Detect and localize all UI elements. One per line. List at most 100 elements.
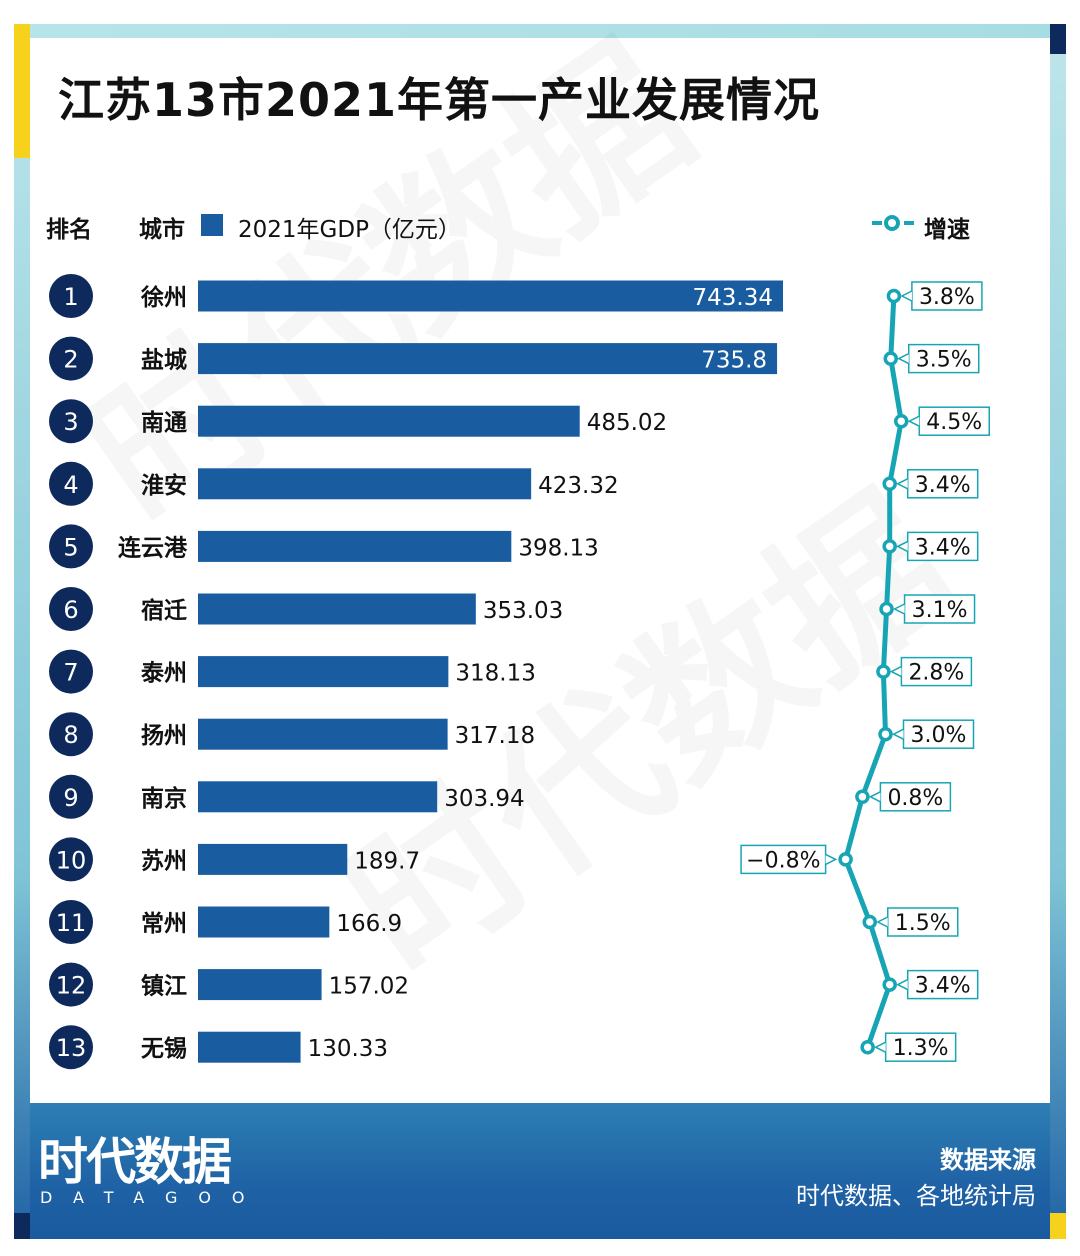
accent-bar (14, 1213, 30, 1239)
rank-badge (49, 399, 93, 444)
growth-value-label: −0.8% (746, 848, 820, 873)
city-column-header: 城市 (139, 217, 185, 243)
growth-point (879, 601, 894, 617)
gdp-value-label: 303.94 (444, 786, 524, 812)
growth-value-label: 2.8% (908, 661, 964, 686)
growth-point (876, 664, 891, 679)
growth-point (882, 476, 897, 492)
gdp-value-label: 423.32 (538, 473, 618, 499)
growth-label-box (918, 406, 990, 436)
rank-badge (49, 587, 93, 631)
growth-value-label: 1.5% (895, 911, 951, 936)
gdp-value-label: 189.7 (354, 848, 420, 874)
growth-value-label: 1.3% (893, 1036, 949, 1061)
gdp-value-label: 743.34 (693, 285, 773, 311)
frame-top (14, 24, 1066, 38)
rank-badge (49, 524, 93, 569)
growth-label-box (879, 782, 952, 812)
rank-badge (49, 336, 93, 381)
growth-label-box (900, 656, 973, 687)
gdp-value-label: 166.9 (336, 911, 402, 937)
gdp-bar (198, 1031, 301, 1063)
rank-number: 12 (56, 972, 87, 1000)
gdp-legend-swatch (201, 214, 223, 236)
gdp-bar (198, 280, 783, 312)
growth-label-pointer (892, 603, 905, 615)
gdp-value-label: 317.18 (455, 723, 535, 749)
city-label: 泰州 (140, 660, 187, 687)
growth-label-box (906, 969, 979, 1000)
rank-badge (49, 712, 93, 757)
rank-badge (49, 649, 93, 694)
gdp-bar (198, 530, 512, 562)
city-label: 南通 (141, 410, 187, 436)
source-text: 时代数据、各地统计局 (796, 1182, 1036, 1210)
page-title: 江苏13市2021年第一产业发展情况 (58, 73, 821, 127)
rank-number: 13 (56, 1034, 87, 1062)
gdp-bar (198, 656, 449, 688)
gdp-bar (198, 343, 778, 375)
growth-point (860, 1039, 875, 1055)
city-label: 连云港 (118, 534, 188, 561)
growth-point (878, 726, 893, 742)
brand-logo: 时代数据 (38, 1133, 232, 1191)
growth-label-pointer (896, 978, 909, 991)
gdp-bar (198, 906, 330, 938)
frame-left (14, 24, 30, 1239)
growth-value-label: 3.4% (915, 535, 971, 560)
rank-badge (49, 962, 93, 1007)
city-label: 镇江 (141, 973, 187, 1000)
growth-label-pointer (891, 728, 904, 740)
rank-number: 5 (63, 533, 78, 561)
growth-label-box (902, 719, 975, 749)
gdp-bar (198, 593, 476, 625)
growth-value-label: 3.8% (919, 285, 975, 310)
accent-bar (14, 24, 30, 158)
growth-point (855, 789, 870, 805)
rank-number: 9 (63, 784, 78, 812)
gdp-value-label: 130.33 (308, 1036, 388, 1062)
growth-legend-label: 增速 (924, 217, 970, 243)
accent-bar (1050, 1213, 1066, 1239)
gdp-bar (198, 969, 322, 1001)
rank-number: 4 (63, 471, 78, 499)
gdp-bar (198, 718, 448, 750)
growth-label-pointer (907, 415, 920, 427)
rank-number: 6 (63, 596, 78, 624)
growth-label-pointer (876, 916, 889, 928)
city-label: 苏州 (141, 848, 187, 874)
accent-bar (1050, 24, 1066, 54)
growth-point (882, 977, 897, 992)
growth-label-box (906, 531, 979, 562)
rank-badge (49, 837, 93, 882)
rank-number: 10 (56, 846, 87, 874)
growth-value-label: 3.4% (915, 473, 971, 498)
growth-point (862, 914, 877, 930)
growth-label-box (887, 907, 959, 937)
city-label: 徐州 (140, 284, 187, 311)
growth-label-pointer (897, 352, 910, 365)
source-title: 数据来源 (940, 1146, 1036, 1174)
growth-value-label: 3.5% (916, 348, 972, 373)
growth-label-pointer (868, 791, 881, 803)
rank-number: 3 (63, 408, 78, 436)
gdp-value-label: 735.8 (701, 348, 767, 374)
growth-label-box (908, 343, 980, 374)
growth-point (886, 288, 902, 304)
rank-column-header: 排名 (46, 217, 92, 243)
growth-value-label: 3.1% (912, 598, 968, 623)
rank-number: 7 (63, 659, 78, 687)
rank-badge (49, 461, 93, 506)
growth-label-box (911, 281, 983, 311)
rank-badge (49, 900, 93, 944)
rank-number: 1 (63, 283, 78, 311)
growth-value-label: 4.5% (926, 410, 982, 435)
growth-label-pointer (889, 665, 902, 678)
rank-badge (49, 274, 93, 318)
city-label: 南京 (141, 785, 187, 812)
city-label: 无锡 (141, 1036, 187, 1062)
rank-number: 2 (63, 346, 78, 374)
gdp-bar (198, 468, 532, 500)
rank-number: 11 (56, 909, 87, 937)
